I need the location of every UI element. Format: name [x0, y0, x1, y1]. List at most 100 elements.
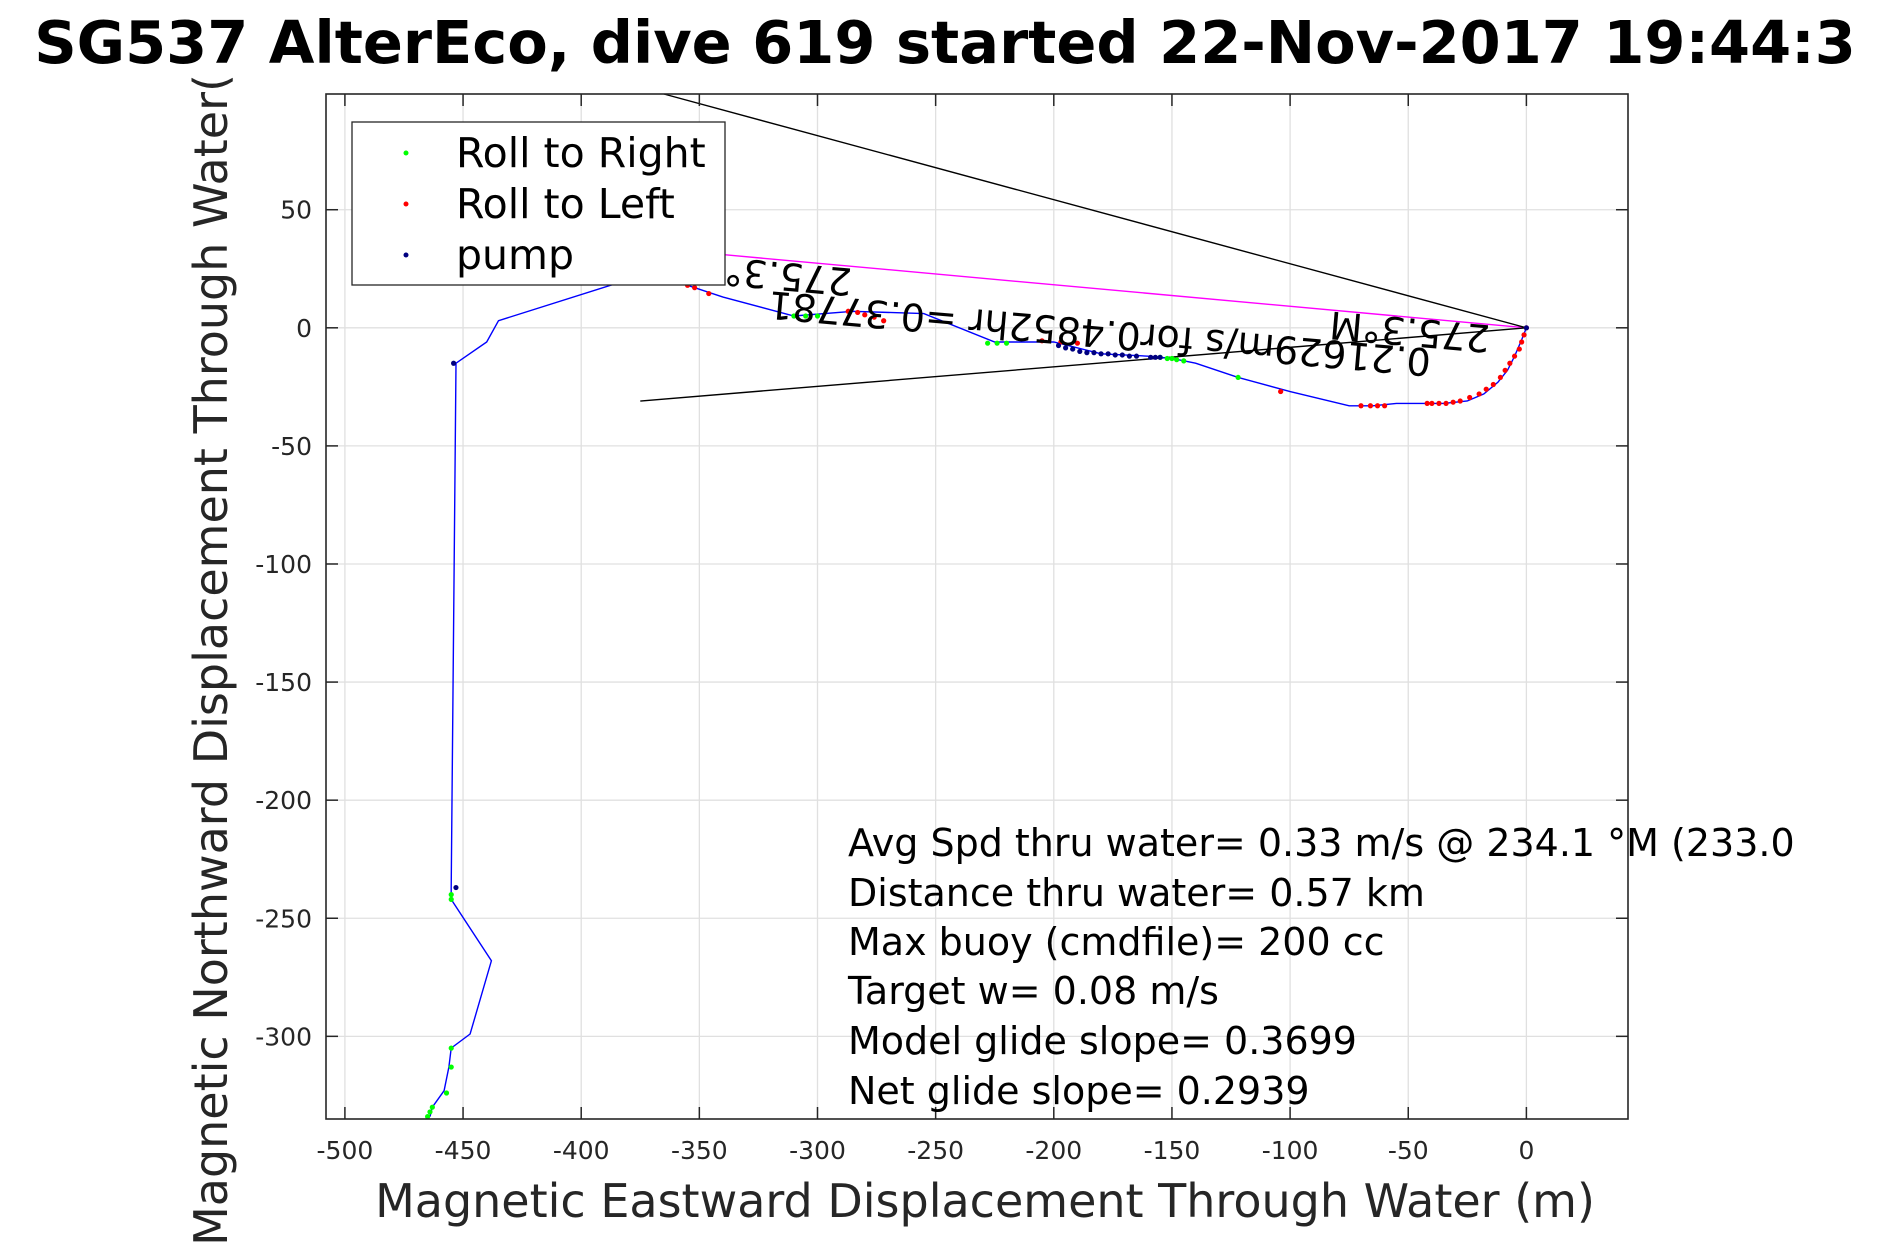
y-tick-label: 50 [280, 196, 312, 225]
annotation-target-w: Target w= 0.08 m/s [847, 969, 1219, 1013]
x-tick-label: -150 [1144, 1136, 1201, 1165]
roll-left-point [1502, 367, 1508, 373]
roll-right-point [814, 313, 821, 319]
x-tick-label: -450 [435, 1136, 492, 1165]
roll-left-point [1382, 403, 1388, 409]
legend-marker-roll-right [403, 150, 409, 156]
legend-label-roll-right: Roll to Right [456, 129, 706, 177]
roll-left-point [1039, 338, 1045, 344]
pump-point [1098, 351, 1104, 357]
marker-layer [425, 282, 1529, 1120]
roll-left-point [1374, 403, 1381, 409]
roll-left-point [1519, 339, 1525, 345]
pump-point [1091, 350, 1097, 356]
x-axis-label: Magnetic Eastward Displacement Through W… [375, 1174, 1595, 1228]
roll-left-point [1436, 400, 1442, 406]
roll-left-point [1476, 391, 1482, 397]
roll-right-point [448, 1045, 454, 1051]
grid [326, 94, 1628, 1119]
reference-lines [640, 93, 1527, 402]
x-tick-label: -500 [317, 1136, 374, 1165]
roll-left-point [1511, 353, 1518, 359]
roll-left-point [1074, 340, 1081, 346]
dive-track [429, 275, 1528, 1117]
roll-left-point [871, 314, 877, 320]
x-tick-label: -300 [789, 1136, 846, 1165]
track-line [429, 275, 1528, 1117]
roll-left-point [1278, 388, 1284, 395]
roll-left-point [1457, 398, 1463, 404]
pump-point [1523, 325, 1529, 331]
reference-line-0 [722, 253, 1527, 329]
roll-left-point [1358, 403, 1364, 409]
roll-left-point [1521, 332, 1527, 338]
roll-right-point [1003, 340, 1010, 346]
pump-point [1055, 342, 1062, 349]
pump-point [1133, 353, 1140, 359]
roll-right-point [429, 1104, 435, 1110]
roll-left-point [692, 285, 698, 291]
roll-left-point [1516, 346, 1522, 352]
x-tick-label: -200 [1025, 1136, 1082, 1165]
roll-left-point [1424, 400, 1430, 406]
x-tick-label: -50 [1388, 1136, 1429, 1165]
pump-point [1105, 351, 1111, 357]
roll-left-point [1490, 381, 1496, 388]
pump-point [1119, 352, 1125, 358]
x-axis-ticks: -500 -450 -400 -350 -300 -250 -200 -150 -100 -50 0 [317, 94, 1534, 1165]
pump-point [1152, 354, 1159, 360]
legend-marker-roll-left [403, 201, 409, 207]
roll-right-point [791, 313, 797, 319]
x-tick-label: -250 [907, 1136, 964, 1165]
pump-point [1126, 353, 1133, 359]
pump-point [1070, 346, 1076, 352]
pump-point [1084, 350, 1090, 356]
annotation-avg-speed: Avg Spd thru water= 0.33 m/s @ 234.1 °M … [848, 821, 1795, 865]
annotation-distance: Distance thru water= 0.57 km [848, 871, 1425, 915]
roll-right-point [803, 313, 809, 319]
roll-right-point [1174, 357, 1180, 363]
legend-box [351, 121, 726, 286]
legend-marker-pump [403, 252, 409, 258]
roll-left-point [1367, 403, 1374, 409]
pump-point [1157, 354, 1163, 360]
y-tick-label: -300 [255, 1022, 312, 1051]
roll-left-point [881, 318, 887, 324]
roll-right-point [1235, 374, 1241, 381]
x-tick-label: -350 [671, 1136, 728, 1165]
y-tick-label: 0 [296, 314, 312, 343]
annotation-net-glide: Net glide slope= 0.2939 [848, 1069, 1310, 1113]
reference-line-2 [663, 93, 1527, 329]
roll-right-point [425, 1114, 431, 1120]
pump-point [1077, 348, 1083, 355]
pump-point [1112, 352, 1118, 358]
y-tick-label: -200 [255, 786, 312, 815]
roll-right-point [427, 1109, 433, 1115]
roll-right-point [1164, 355, 1170, 362]
roll-left-point [706, 290, 712, 297]
pump-point [1063, 345, 1069, 351]
roll-right-point [448, 1064, 454, 1070]
roll-left-point [1450, 399, 1456, 405]
y-tick-label: -150 [255, 668, 312, 697]
annotation-max-buoy: Max buoy (cmdfile)= 200 cc [848, 920, 1385, 964]
y-tick-label: -100 [255, 550, 312, 579]
dive-statistics: Avg Spd thru water= 0.33 m/s @ 234.1 °M … [847, 821, 1795, 1113]
pump-point [1148, 354, 1154, 360]
roll-right-point [448, 896, 454, 902]
roll-right-point [448, 892, 454, 898]
y-axis-label: Magnetic Northward Displacement Through … [184, 74, 238, 1246]
x-tick-label: 0 [1518, 1136, 1534, 1165]
pump-point [451, 360, 457, 366]
plot-area-border [325, 93, 1629, 1120]
pump-point [453, 884, 459, 891]
x-tick-label: -400 [553, 1136, 610, 1165]
annotation-model-glide: Model glide slope= 0.3699 [848, 1019, 1357, 1063]
y-tick-label: -50 [271, 432, 312, 461]
roll-left-point [1483, 386, 1489, 392]
roll-left-point [845, 308, 851, 314]
roll-right-point [985, 340, 991, 346]
y-axis-ticks: 50 0 -50 -100 -150 -200 -250 -300 [255, 196, 1628, 1051]
roll-left-point [1467, 394, 1473, 401]
